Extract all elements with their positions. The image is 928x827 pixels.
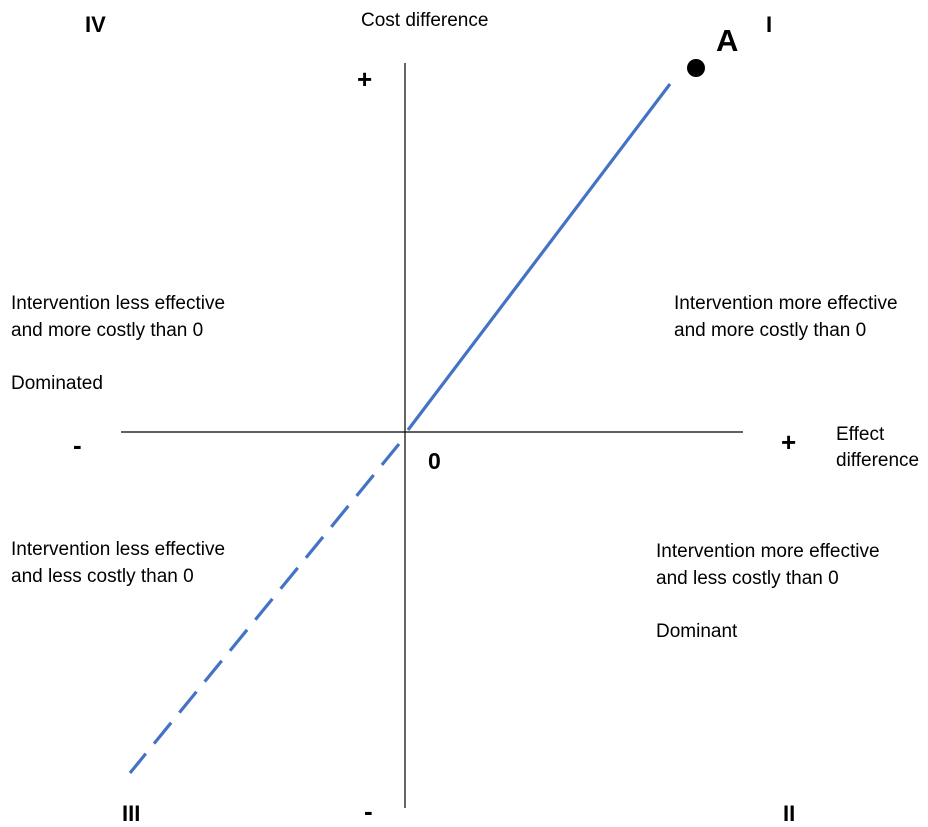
y-axis-title: Cost difference bbox=[361, 10, 489, 31]
quadrant-ii-line2: and less costly than 0 bbox=[656, 568, 839, 589]
y-minus-sign: - bbox=[364, 796, 373, 826]
quadrant-i-description: Intervention more effective and more cos… bbox=[674, 290, 898, 344]
quadrant-iv-description: Intervention less effective and more cos… bbox=[11, 290, 225, 397]
quadrant-i-numeral: I bbox=[766, 12, 773, 37]
quadrant-ii-line1: Intervention more effective bbox=[656, 541, 880, 562]
quadrant-iii-line1: Intervention less effective bbox=[11, 539, 226, 560]
quadrant-i-line1: Intervention more effective bbox=[674, 293, 898, 314]
x-axis-title-line2: difference bbox=[836, 450, 920, 471]
quadrant-iii-description: Intervention less effective and less cos… bbox=[11, 536, 225, 590]
quadrant-ii-note: Dominant bbox=[656, 621, 738, 642]
x-plus-sign: + bbox=[781, 427, 797, 457]
point-a-label: A bbox=[716, 23, 739, 58]
quadrant-iv-note: Dominated bbox=[11, 373, 103, 394]
quadrant-ii-numeral: II bbox=[783, 801, 796, 826]
quadrant-iv-line1: Intervention less effective bbox=[11, 293, 226, 314]
threshold-line-solid bbox=[406, 83, 672, 431]
quadrant-iv-line2: and more costly than 0 bbox=[11, 320, 204, 341]
quadrant-iii-line2: and less costly than 0 bbox=[11, 566, 194, 587]
y-plus-sign: + bbox=[357, 64, 373, 94]
quadrant-iii-numeral: III bbox=[122, 801, 141, 826]
origin-label: 0 bbox=[428, 448, 441, 474]
threshold-line-dashed bbox=[128, 442, 401, 775]
quadrant-i-line2: and more costly than 0 bbox=[674, 320, 867, 341]
quadrant-ii-description: Intervention more effective and less cos… bbox=[656, 538, 880, 645]
x-minus-sign: - bbox=[73, 430, 82, 460]
point-a-marker bbox=[687, 59, 705, 77]
x-axis-title-line1: Effect bbox=[836, 424, 885, 445]
quadrant-iv-numeral: IV bbox=[85, 12, 106, 37]
